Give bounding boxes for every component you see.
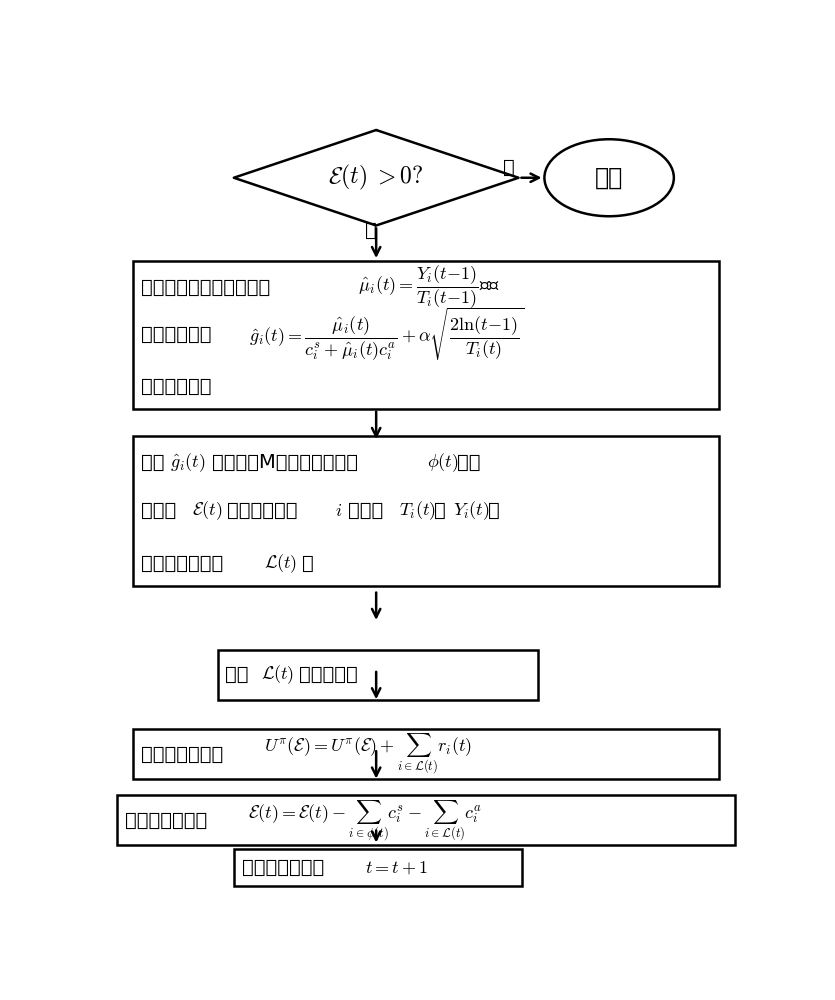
Text: 对收益进行更新: 对收益进行更新 <box>125 811 207 830</box>
Text: $\mathcal{L}(t)$: $\mathcal{L}(t)$ <box>261 663 294 686</box>
Text: $i$: $i$ <box>336 502 342 520</box>
Bar <box>117 795 736 845</box>
Bar <box>218 650 538 700</box>
Ellipse shape <box>544 139 674 216</box>
Text: 是: 是 <box>365 221 377 240</box>
Text: 感知: 感知 <box>141 453 164 472</box>
Text: 否: 否 <box>503 158 514 177</box>
Text: $T_i(t)$: $T_i(t)$ <box>399 499 436 522</box>
Text: 大小进行排序: 大小进行排序 <box>141 377 212 396</box>
Text: 时能量: 时能量 <box>141 501 176 520</box>
Text: 空闲信道记录在: 空闲信道记录在 <box>141 554 224 573</box>
Text: 接入: 接入 <box>225 665 249 684</box>
Text: 。: 。 <box>488 501 500 520</box>
Bar <box>134 261 719 409</box>
Text: 对收益进行更新: 对收益进行更新 <box>141 745 224 764</box>
Text: 中: 中 <box>301 554 313 573</box>
Text: 对时间进行更新: 对时间进行更新 <box>241 858 324 877</box>
Text: 每条信道按照: 每条信道按照 <box>141 325 212 344</box>
Bar <box>234 849 522 886</box>
Text: 停止: 停止 <box>595 166 623 190</box>
Text: $\mathcal{E}(t)$: $\mathcal{E}(t)$ <box>192 499 222 522</box>
Text: ，记录: ，记录 <box>348 501 383 520</box>
Bar <box>134 729 719 779</box>
Text: 中最大的M条信道，记录在: 中最大的M条信道，记录在 <box>212 453 358 472</box>
Text: $t = t + 1$: $t = t + 1$ <box>365 859 428 877</box>
Text: $\mathcal{E}(t)\;>0?$: $\mathcal{E}(t)\;>0?$ <box>328 163 424 192</box>
Text: $\hat{g}_i(t)$: $\hat{g}_i(t)$ <box>170 451 205 474</box>
Text: 。对每条信道: 。对每条信道 <box>227 501 298 520</box>
Text: 和: 和 <box>434 501 446 520</box>
Text: $\hat{\mu}_i(t) = \dfrac{Y_i(t\!-\!1)}{T_i(t\!-\!1)}$，对: $\hat{\mu}_i(t) = \dfrac{Y_i(t\!-\!1)}{T… <box>358 264 499 311</box>
Text: $\phi(t)$: $\phi(t)$ <box>427 451 458 474</box>
Text: $\hat{g}_i(t) = \dfrac{\hat{\mu}_i(t)}{c_i^s+\hat{\mu}_i(t)c_i^a} + \alpha\sqrt{: $\hat{g}_i(t) = \dfrac{\hat{\mu}_i(t)}{c… <box>250 306 524 363</box>
Text: 按信道空闲概率进行估计: 按信道空闲概率进行估计 <box>141 278 271 297</box>
Bar <box>134 436 719 586</box>
Text: 中所有信道: 中所有信道 <box>299 665 357 684</box>
Text: $U^{\pi}(\mathcal{E}) = U^{\pi}(\mathcal{E}) + \sum_{i\in\mathcal{L}(t)} r_i(t)$: $U^{\pi}(\mathcal{E}) = U^{\pi}(\mathcal… <box>264 732 472 776</box>
Text: $\mathcal{L}(t)$: $\mathcal{L}(t)$ <box>264 552 297 575</box>
Text: $\mathcal{E}(t) = \mathcal{E}(t) - \sum_{i\in\phi(t)} c_i^s - \sum_{i\in\mathcal: $\mathcal{E}(t) = \mathcal{E}(t) - \sum_… <box>248 798 482 843</box>
Text: $Y_i(t)$: $Y_i(t)$ <box>453 499 489 522</box>
Text: ，此: ，此 <box>457 453 481 472</box>
